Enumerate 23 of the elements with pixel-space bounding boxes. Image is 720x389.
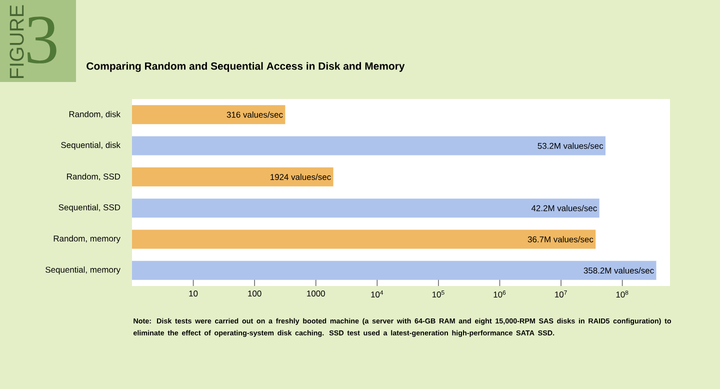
y-tick-label: Random, disk [69, 110, 120, 118]
y-tick-label: Sequential, SSD [58, 204, 120, 212]
text: FIGURE [10, 5, 24, 78]
x-tick-label: 10$^{8}$ [616, 290, 628, 298]
data-label: 36.7M values/sec [528, 236, 594, 242]
chart-title: Comparing Random and Sequential Access in Disk and Memory [86, 62, 405, 72]
y-tick-label: Random, SSD [67, 173, 120, 181]
y-tick-label: Sequential, memory [46, 266, 120, 274]
y-tick-label: Random, memory [54, 235, 120, 244]
y-tick-label: Sequential, disk [61, 142, 120, 150]
x-tick-label: 10$^{5}$ [432, 290, 444, 298]
data-label: 316 values/sec [226, 111, 283, 118]
data-label: 53.2M values/sec [538, 142, 604, 149]
data-label: 42.2M values/sec [531, 204, 597, 212]
x-tick-label: 1000 [307, 290, 325, 297]
x-tick-label: 10$^{6}$ [494, 290, 506, 298]
data-label: 358.2M values/sec [584, 267, 654, 274]
x-tick-label: 100 [248, 290, 262, 297]
data-label: 1924 values/sec [270, 174, 331, 180]
x-tick-label: 10 [189, 290, 198, 297]
x-tick-label: 10$^{7}$ [555, 290, 567, 298]
x-tick-label: 10$^{4}$ [371, 290, 384, 298]
text: 3 [28, 16, 56, 64]
